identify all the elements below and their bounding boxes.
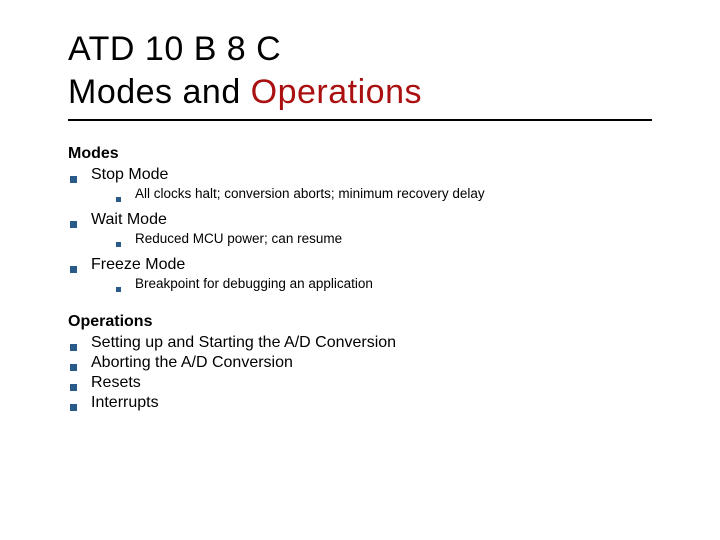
slide-title: ATD 10 B 8 C Modes and Operations	[68, 28, 652, 121]
mode-label: Wait Mode	[91, 211, 167, 229]
list-item: Reduced MCU power; can resume	[68, 231, 652, 246]
modes-heading: Modes	[68, 145, 652, 163]
list-item: Freeze Mode	[68, 256, 652, 274]
bullet-icon	[116, 242, 121, 247]
bullet-icon	[70, 221, 77, 228]
bullet-icon	[70, 364, 77, 371]
bullet-icon	[70, 176, 77, 183]
operation-item: Setting up and Starting the A/D Conversi…	[91, 334, 396, 352]
bullet-icon	[116, 287, 121, 292]
list-item: Wait Mode	[68, 211, 652, 229]
title-line1: ATD 10 B 8 C	[68, 30, 281, 68]
operation-item: Interrupts	[91, 394, 159, 412]
bullet-icon	[70, 404, 77, 411]
mode-subitem: Reduced MCU power; can resume	[135, 231, 342, 246]
list-item: Resets	[68, 374, 652, 392]
mode-subitem: Breakpoint for debugging an application	[135, 276, 373, 291]
bullet-icon	[70, 266, 77, 273]
operations-heading: Operations	[68, 313, 652, 331]
list-item: Stop Mode	[68, 166, 652, 184]
mode-label: Stop Mode	[91, 166, 168, 184]
list-item: Aborting the A/D Conversion	[68, 354, 652, 372]
operation-item: Resets	[91, 374, 141, 392]
mode-label: Freeze Mode	[91, 256, 185, 274]
list-item: Interrupts	[68, 394, 652, 412]
bullet-icon	[116, 197, 121, 202]
mode-subitem: All clocks halt; conversion aborts; mini…	[135, 186, 485, 201]
title-line2-highlight: Operations	[251, 73, 422, 111]
operation-item: Aborting the A/D Conversion	[91, 354, 293, 372]
bullet-icon	[70, 384, 77, 391]
list-item: Setting up and Starting the A/D Conversi…	[68, 334, 652, 352]
title-line2-prefix: Modes and	[68, 73, 251, 111]
list-item: Breakpoint for debugging an application	[68, 276, 652, 291]
bullet-icon	[70, 344, 77, 351]
list-item: All clocks halt; conversion aborts; mini…	[68, 186, 652, 201]
